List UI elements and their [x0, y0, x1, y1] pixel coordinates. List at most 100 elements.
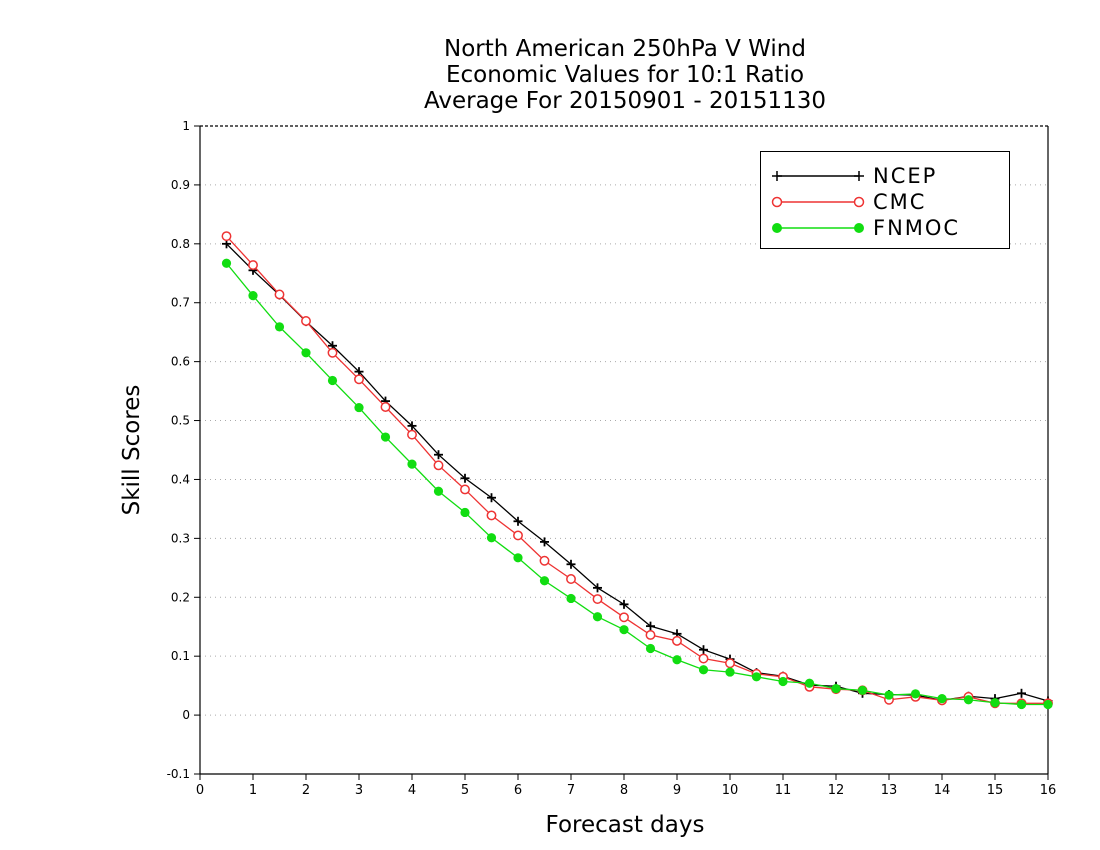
data-point-ncep: [487, 493, 496, 503]
legend-swatch-ncep: [772, 171, 864, 181]
x-axis-label: Forecast days: [545, 812, 705, 838]
data-point-fnmoc: [937, 693, 947, 704]
data-point-ncep: [619, 599, 629, 609]
y-tick-label: 0.2: [171, 590, 190, 604]
legend-entry-cmc: CMC: [761, 189, 1009, 215]
data-point-cmc: [460, 484, 470, 495]
x-tick-label: 10: [722, 783, 739, 798]
data-point-fnmoc: [672, 655, 682, 665]
data-point-cmc: [539, 555, 550, 566]
legend-label-ncep: NCEP: [873, 164, 938, 188]
y-tick-label: 0.5: [171, 414, 190, 428]
chart-title-line-3: Average For 20150901 - 20151130: [423, 88, 827, 114]
data-point-fnmoc: [460, 507, 470, 518]
data-point-cmc: [248, 260, 258, 270]
data-point-cmc: [513, 530, 523, 541]
y-tick-label: 0.4: [171, 472, 190, 486]
x-tick-label: 4: [408, 783, 416, 798]
data-point-ncep: [513, 516, 523, 526]
data-point-fnmoc: [751, 672, 762, 682]
data-point-ncep: [646, 621, 655, 631]
data-point-ncep: [540, 537, 549, 547]
data-point-fnmoc: [910, 689, 921, 699]
data-point-fnmoc: [221, 258, 232, 268]
data-point-ncep: [460, 473, 470, 483]
legend-entry-ncep: NCEP: [761, 163, 1009, 189]
x-tick-label: 12: [828, 783, 845, 798]
legend-swatch-fnmoc: [772, 223, 864, 233]
data-point-ncep: [1017, 688, 1026, 698]
data-point-cmc: [433, 460, 444, 471]
x-tick-label: 14: [934, 783, 951, 798]
y-tick-label: 0.6: [171, 355, 190, 369]
legend-swatch-cmc: [771, 196, 865, 208]
data-point-fnmoc: [354, 402, 364, 413]
legend-label-fnmoc: FNMOC: [873, 216, 961, 240]
data-series: [221, 231, 1053, 710]
data-point-fnmoc: [513, 553, 523, 563]
data-point-ncep: [593, 583, 602, 593]
data-point-fnmoc: [778, 676, 788, 687]
data-point-cmc: [486, 510, 497, 521]
grid-lines: [200, 184, 1048, 716]
data-point-fnmoc: [407, 459, 417, 469]
data-point-fnmoc: [566, 593, 576, 604]
data-point-fnmoc: [990, 698, 1000, 708]
data-point-cmc: [725, 658, 735, 669]
x-tick-label: 15: [987, 783, 1004, 798]
data-point-cmc: [672, 635, 682, 646]
data-point-cmc: [221, 231, 232, 242]
y-tick-label: 0.3: [171, 531, 190, 545]
y-tick-label: 1: [182, 119, 190, 133]
data-point-fnmoc: [698, 665, 709, 675]
data-point-fnmoc: [592, 612, 603, 622]
data-point-fnmoc: [804, 678, 815, 688]
data-point-fnmoc: [619, 625, 629, 635]
y-axis-label: Skill Scores: [119, 384, 145, 516]
x-tick-label: 13: [881, 783, 898, 798]
x-tick-label: 16: [1040, 783, 1057, 798]
data-point-fnmoc: [248, 291, 258, 301]
data-point-fnmoc: [274, 322, 285, 332]
legend-entry-fnmoc: FNMOC: [761, 215, 1009, 241]
chart-title-line-2: Economic Values for 10:1 Ratio: [445, 62, 805, 88]
data-point-cmc: [407, 429, 417, 440]
data-point-cmc: [274, 289, 285, 300]
data-point-ncep: [407, 421, 417, 431]
x-tick-label: 7: [567, 783, 575, 798]
data-point-fnmoc: [1016, 699, 1027, 710]
x-tick-label: 1: [249, 783, 257, 798]
y-tick-label: 0.8: [171, 237, 190, 251]
y-tick-label: 0.1: [171, 649, 190, 663]
data-point-ncep: [434, 450, 443, 460]
data-point-ncep: [566, 559, 576, 569]
x-tick-label: 3: [355, 783, 363, 798]
data-point-cmc: [380, 402, 391, 412]
axes: -0.100.10.20.30.40.50.60.70.80.910 1 2 3 4 5 6…: [167, 119, 1057, 798]
data-point-fnmoc: [645, 643, 656, 654]
series-line-fnmoc: [225, 262, 1048, 706]
data-point-cmc: [645, 630, 656, 640]
data-point-fnmoc: [433, 486, 444, 496]
data-point-ncep: [699, 645, 708, 655]
data-point-fnmoc: [1043, 699, 1053, 710]
data-point-fnmoc: [884, 690, 894, 700]
data-point-fnmoc: [725, 667, 735, 677]
y-tick-label: -0.1: [167, 767, 190, 781]
data-point-fnmoc: [486, 533, 497, 543]
x-tick-label: 6: [514, 783, 522, 798]
legend: NCEP CMC FNMOC: [760, 151, 1010, 249]
y-tick-label: 0.7: [171, 296, 190, 310]
x-tick-label: 8: [620, 783, 628, 798]
y-tick-label: 0.9: [171, 178, 190, 192]
data-point-fnmoc: [857, 685, 868, 695]
data-point-fnmoc: [380, 432, 391, 442]
data-point-fnmoc: [963, 695, 974, 705]
data-point-fnmoc: [539, 576, 550, 586]
data-point-cmc: [566, 574, 576, 584]
data-point-cmc: [619, 612, 629, 623]
data-point-cmc: [301, 316, 311, 326]
data-point-fnmoc: [327, 375, 338, 386]
data-point-cmc: [327, 347, 338, 358]
